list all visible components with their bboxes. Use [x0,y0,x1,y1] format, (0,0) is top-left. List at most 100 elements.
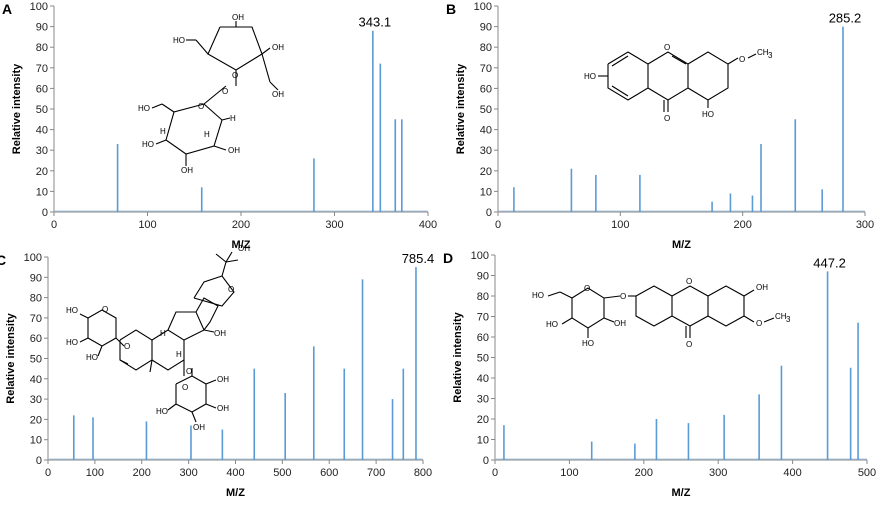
x-tick-label: 100 [138,219,156,231]
structure-d-atom: O [584,284,590,293]
y-tick-label: 90 [36,22,48,34]
x-tick-label: 200 [232,219,250,231]
y-tick-label: 40 [480,125,492,137]
structure-c-atom: O [228,285,234,294]
structure-d-atom: O [756,319,762,328]
y-tick-label: 50 [36,104,48,116]
structure-b: O HO O O CH 3 HO [584,43,773,123]
structure-c-atom: H [160,329,166,338]
x-tick-label: 400 [419,219,437,231]
y-tick-label: 60 [477,332,489,344]
peak-annotation: 447.2 [813,255,846,270]
x-axis-label: M/Z [232,239,251,251]
peak-annotation: 343.1 [359,15,392,30]
structure-c-atom: OH [238,244,250,253]
peak-annotation: 285.2 [829,11,862,26]
y-tick-label: 50 [30,354,42,366]
structure-c-atom: OH [193,423,205,432]
y-tick-label: 50 [477,353,489,365]
structure-c-atom: O [124,342,130,351]
x-tick-label: 100 [86,467,104,479]
y-tick-label: 30 [36,145,48,157]
structure-b-atom: CH [757,48,769,57]
y-tick-label: 50 [480,104,492,116]
y-tick-label: 20 [477,414,489,426]
y-tick-label: 100 [30,1,48,13]
y-tick-label: 40 [477,373,489,385]
y-tick-label: 100 [474,1,492,13]
y-tick-label: 40 [36,125,48,137]
x-tick-label: 100 [560,467,578,479]
x-tick-label: 800 [414,467,432,479]
y-tick-label: 100 [471,250,489,262]
x-tick-label: 500 [273,467,291,479]
structure-c-atom: OH [217,404,229,413]
x-tick-label: 300 [179,467,197,479]
structure-a-atom: O [198,102,204,111]
structure-c-atom: HO [66,338,78,347]
structure-c-atom: HO [156,407,168,416]
structure-a-atom: OH [228,146,240,155]
y-tick-label: 20 [30,414,42,426]
structure-b-atom: O [739,55,745,64]
structure-a-atom: OH [232,13,244,22]
structure-d-atom: O [686,277,692,286]
structure-d-atom: OH [614,319,626,328]
y-tick-label: 60 [480,83,492,95]
peak-annotation: 785.4 [402,251,435,266]
structure-a-atom: H [204,130,210,139]
x-axis-label: M/Z [672,239,691,251]
y-tick-label: 90 [477,271,489,283]
panel-label: B [446,1,456,17]
panel-label: A [2,1,12,17]
structure-d-atom: O [686,340,692,349]
structure-c-atom: OH [217,375,229,384]
structure-d-atom: O [620,292,626,301]
structure-d: O HO O O HO HO OH O OH O CH 3 [532,277,791,349]
structure-a-atom: HO [142,140,154,149]
x-axis-label: M/Z [226,487,245,499]
structure-b-atom: HO [584,72,596,81]
y-axis-label: Relative intensity [455,63,467,154]
y-tick-label: 10 [477,435,489,447]
y-tick-label: 10 [480,186,492,198]
structure-d-atom: HO [532,291,544,300]
x-tick-label: 600 [320,467,338,479]
panel-a: 0 10 20 30 40 50 60 70 80 90 100 0 100 200 300 400 343.1… [2,1,437,251]
y-tick-label: 70 [477,312,489,324]
y-tick-label: 0 [486,207,492,219]
structure-c-atom: HO [66,306,78,315]
x-tick-label: 400 [226,467,244,479]
structure-b-atom: O [664,114,670,123]
x-tick-label: 300 [709,467,727,479]
x-axis-label: M/Z [672,487,691,499]
structure-a-atom: OH [272,90,284,99]
x-tick-label: 100 [611,219,629,231]
y-tick-label: 60 [36,83,48,95]
x-tick-label: 300 [856,219,874,231]
structure-d-atom: HO [582,339,594,348]
x-tick-label: 200 [133,467,151,479]
panel-d: 0 10 20 30 40 50 60 70 80 90 100 0 100 200 300 400 500 44… [443,250,876,499]
y-tick-label: 70 [480,63,492,75]
y-tick-label: 10 [30,435,42,447]
panel-c: 0 10 20 30 40 50 60 70 80 90 100 0 100 200 300 400 500 60… [0,251,434,499]
x-tick-label: 300 [325,219,343,231]
y-tick-label: 10 [36,186,48,198]
y-tick-label: 0 [42,207,48,219]
x-tick-label: 700 [367,467,385,479]
structure-c: OH O HO O OH HO O O HO O OH HO OH OH H H [66,244,250,432]
structure-b-atom: O [664,43,670,52]
y-tick-label: 80 [30,293,42,305]
panel-label: D [443,250,453,266]
structure-b-atom: 3 [768,51,773,60]
structure-d-atom: 3 [786,315,791,324]
y-tick-label: 0 [36,455,42,467]
structure-d-atom: HO [546,320,558,329]
x-tick-label: 200 [635,467,653,479]
y-tick-label: 80 [477,291,489,303]
y-tick-label: 30 [480,145,492,157]
structure-c-atom: H [176,350,182,359]
structure-a-atom: O [232,71,238,80]
